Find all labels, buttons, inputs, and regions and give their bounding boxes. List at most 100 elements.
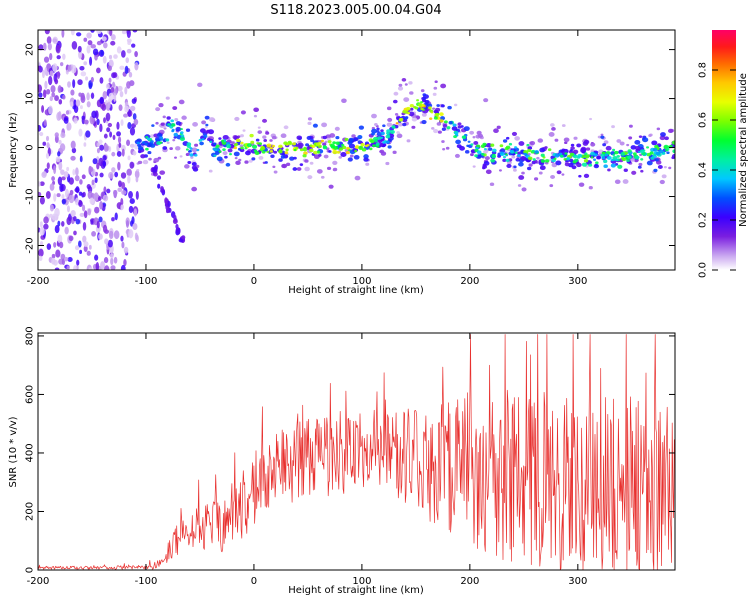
- spectrogram-halo-cell: [269, 139, 273, 142]
- spectrogram-core-cell: [385, 140, 390, 144]
- spectrogram-noise-cell: [47, 42, 52, 51]
- spectrogram-noise-cell: [56, 55, 61, 60]
- spectrogram-branch-cell: [177, 227, 181, 235]
- spectrogram-core-cell: [481, 152, 485, 156]
- spectrogram-noise-cell: [61, 30, 65, 38]
- spectrogram-noise-cell: [46, 243, 52, 250]
- spectrogram-noise-cell: [52, 36, 59, 45]
- spectrogram-band-cell: [199, 128, 206, 133]
- spectrogram-core-cell: [329, 143, 335, 148]
- spectrogram-noise-cell: [42, 69, 45, 79]
- spectrogram-core-cell: [171, 123, 176, 127]
- spectrogram-halo-cell: [148, 157, 152, 161]
- spectrogram-core-cell: [346, 146, 350, 150]
- colorbar-tick-label: 0.2: [698, 212, 709, 228]
- spectrogram-noise-cell: [76, 32, 82, 37]
- spectrogram-core-cell: [617, 164, 623, 169]
- spectrogram-halo-cell: [149, 134, 155, 138]
- spectrogram-halo-cell: [184, 164, 190, 169]
- spectrogram-noise-cell: [121, 50, 126, 58]
- spectrogram-halo-cell: [489, 182, 495, 187]
- snr-y-tick-label: 600: [25, 385, 36, 404]
- spectrogram-noise-cell: [43, 223, 49, 230]
- spectrogram-noise-cell: [67, 64, 72, 72]
- spectrogram-noise-cell: [128, 190, 133, 199]
- spectrogram-noise-cell: [134, 170, 140, 179]
- spectrogram-core-cell: [186, 142, 192, 146]
- spectrogram-halo-cell: [208, 169, 213, 173]
- spectrogram-noise-cell: [111, 167, 116, 173]
- spectrogram-core-cell: [372, 136, 379, 142]
- spectrogram-noise-cell: [70, 210, 76, 217]
- spectrogram-band-cell: [634, 139, 641, 145]
- spectrogram-branch-cell: [181, 235, 186, 240]
- spectrogram-noise-cell: [106, 127, 111, 133]
- spectrogram-halo-cell: [619, 141, 625, 146]
- spectrogram-noise-cell: [86, 32, 92, 39]
- spectrogram-noise-cell: [112, 72, 118, 78]
- spectrogram-halo-cell: [511, 155, 516, 159]
- spectrogram-noise-cell: [53, 242, 57, 248]
- spectrogram-band-cell: [544, 146, 548, 149]
- spectrogram-halo-cell: [421, 112, 427, 117]
- spectrogram-core-cell: [554, 153, 560, 158]
- spectrogram-noise-cell: [45, 135, 50, 142]
- spectrogram-halo-cell: [365, 162, 370, 166]
- spectrogram-noise-cell: [112, 134, 116, 141]
- spectrogram-noise-cell: [78, 50, 83, 59]
- spectrogram-x-tick-label: -100: [135, 276, 158, 287]
- spectrogram-branch-cell: [152, 166, 158, 173]
- spectrogram-branch-cell: [175, 224, 179, 229]
- spectrogram-core-cell: [595, 161, 599, 165]
- spectrogram-band-cell: [296, 135, 303, 140]
- spectrogram-halo-cell: [281, 164, 287, 169]
- spectrogram-core-cell: [235, 138, 241, 143]
- spectrogram-halo-cell: [470, 153, 474, 157]
- spectrogram-branch-cell: [160, 186, 164, 191]
- spectrogram-halo-cell: [159, 170, 166, 175]
- spectrogram-band-cell: [654, 158, 659, 162]
- spectrogram-band-cell: [502, 139, 508, 143]
- spectrogram-band-cell: [173, 136, 177, 139]
- spectrogram-noise-cell: [121, 30, 127, 35]
- spectrogram-band-cell: [651, 140, 658, 146]
- spectrogram-noise-cell: [39, 196, 45, 205]
- spectrogram-halo-cell: [385, 161, 390, 166]
- colorbar-tick-label: 0.0: [698, 262, 709, 278]
- spectrogram-noise-cell: [73, 117, 78, 124]
- spectrogram-halo-cell: [158, 103, 164, 108]
- spectrogram-band-cell: [306, 135, 312, 140]
- spectrogram-band-cell: [602, 143, 607, 147]
- spectrogram-noise-cell: [74, 175, 80, 182]
- spectrogram-noise-cell: [78, 128, 83, 137]
- spectrogram-core-cell: [429, 117, 433, 120]
- spectrogram-noise-cell: [102, 194, 109, 202]
- spectrogram-halo-cell: [440, 83, 447, 89]
- spectrogram-halo-cell: [630, 158, 635, 162]
- spectrogram-noise-cell: [53, 193, 57, 202]
- spectrogram-halo-cell: [533, 177, 539, 181]
- spectrogram-core-cell: [616, 154, 620, 158]
- spectrogram-halo-cell: [663, 165, 667, 169]
- spectrogram-noise-cell: [74, 245, 80, 251]
- spectrogram-halo-cell: [477, 133, 483, 138]
- spectrogram-branch-cell: [164, 197, 168, 205]
- spectrogram-noise-cell: [111, 151, 116, 157]
- spectrogram-halo-cell: [472, 165, 476, 168]
- spectrogram-halo-cell: [521, 187, 527, 192]
- spectrogram-halo-cell: [588, 186, 593, 190]
- spectrogram-halo-cell: [136, 168, 140, 172]
- spectrogram-noise-cell: [60, 132, 66, 139]
- spectrogram-core-cell: [446, 126, 451, 130]
- spectrogram-halo-cell: [398, 122, 403, 127]
- spectrogram-noise-cell: [134, 62, 139, 71]
- spectrogram-noise-cell: [107, 146, 112, 153]
- spectrogram-core-cell: [302, 154, 307, 158]
- spectrogram-core-cell: [213, 154, 217, 157]
- spectrogram-noise-cell: [92, 158, 98, 165]
- spectrogram-core-cell: [246, 143, 252, 148]
- spectrogram-noise-cell: [95, 225, 101, 233]
- spectrogram-core-cell: [421, 103, 425, 107]
- spectrogram-band-cell: [486, 142, 492, 148]
- spectrogram-halo-cell: [286, 162, 291, 167]
